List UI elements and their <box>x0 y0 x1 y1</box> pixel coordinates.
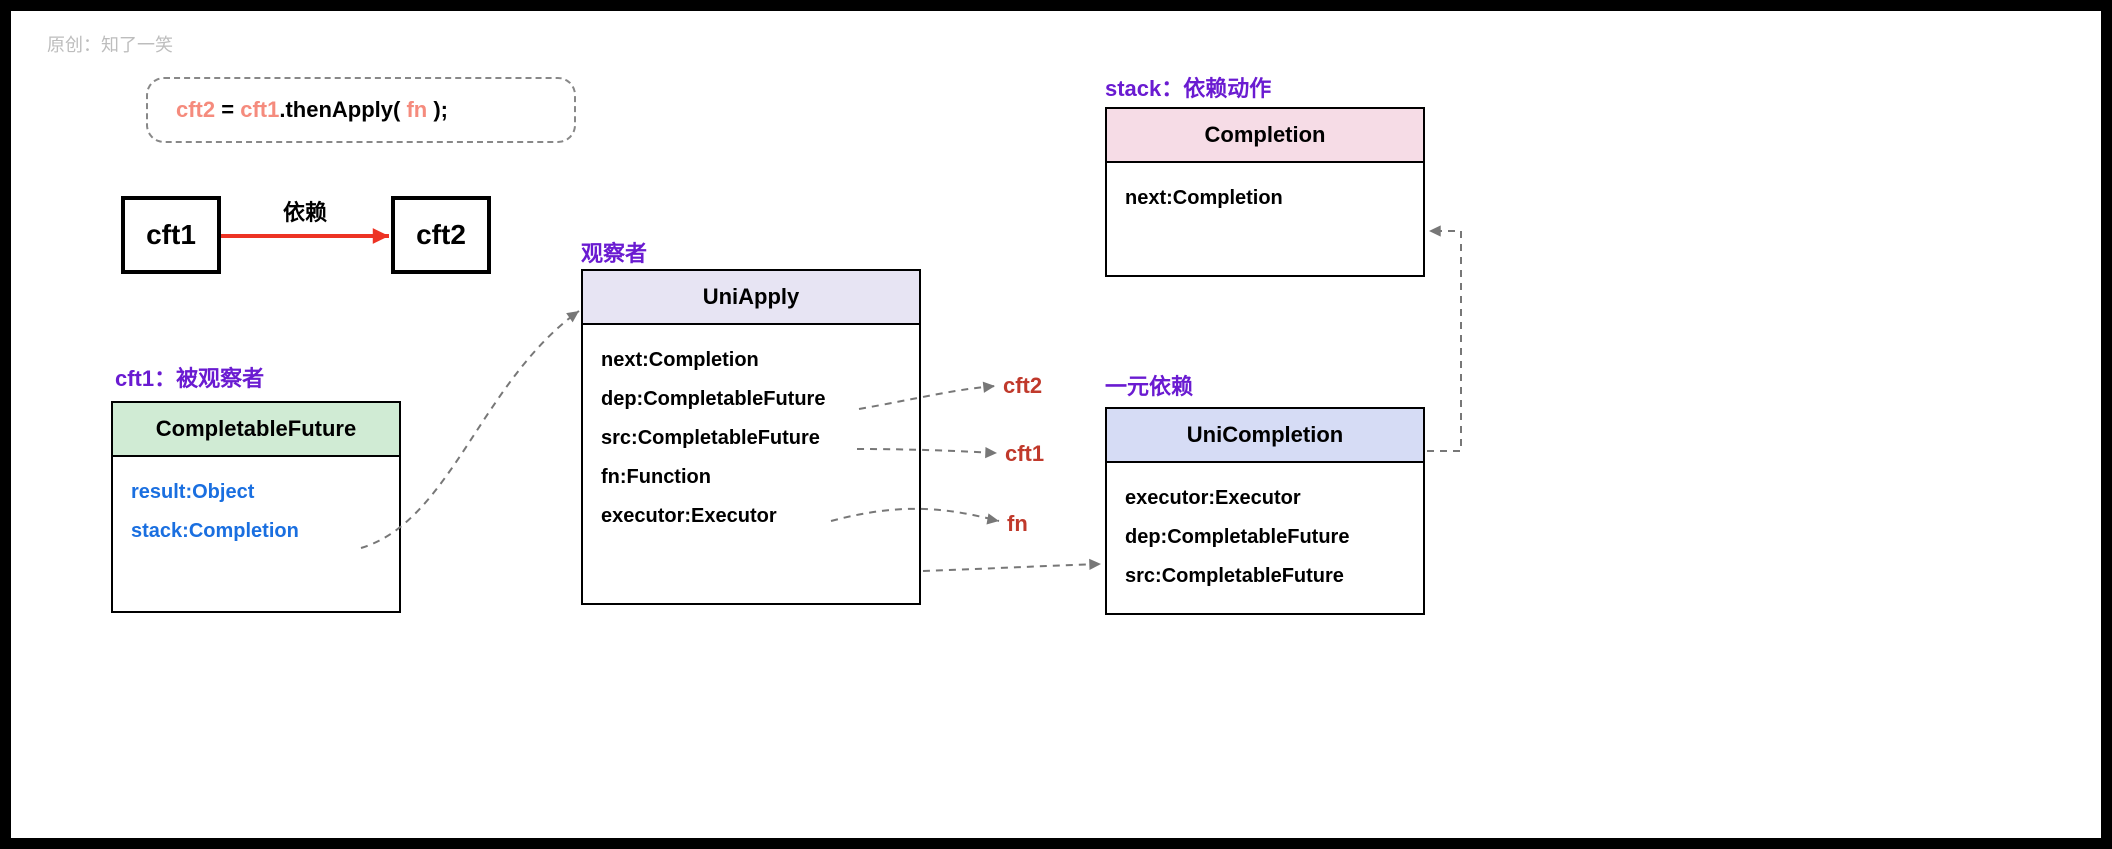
class-header: CompletableFuture <box>113 403 399 457</box>
class-body: result:Objectstack:Completion <box>113 457 399 567</box>
class-field: fn:Function <box>601 458 901 497</box>
class-field: next:Completion <box>601 341 901 380</box>
class-header: UniApply <box>583 271 919 325</box>
class-field: stack:Completion <box>131 512 381 551</box>
code-token: = <box>215 97 240 122</box>
class-field: result:Object <box>131 473 381 512</box>
class-field: dep:CompletableFuture <box>601 380 901 419</box>
class-body: next:Completiondep:CompletableFuturesrc:… <box>583 325 919 552</box>
dependency-arrow-label: 依赖 <box>283 195 327 227</box>
class-uni-completion: UniCompletionexecutor:Executordep:Comple… <box>1105 407 1425 615</box>
code-token: .thenApply( <box>279 97 406 122</box>
class-field: src:CompletableFuture <box>601 419 901 458</box>
class-field: executor:Executor <box>601 497 901 536</box>
class-body: next:Completion <box>1107 163 1423 234</box>
class-header: UniCompletion <box>1107 409 1423 463</box>
watermark-text: 原创：知了一笑 <box>47 31 173 57</box>
label-unary: 一元依赖 <box>1105 369 1193 401</box>
code-token: cft1 <box>240 97 279 122</box>
class-header: Completion <box>1107 109 1423 163</box>
class-completion: Completion next:Completion <box>1105 107 1425 277</box>
node-cft1: cft1 <box>121 196 221 274</box>
label-observer: 观察者 <box>581 236 647 268</box>
class-completable-future: CompletableFutureresult:Objectstack:Comp… <box>111 401 401 613</box>
code-token: fn <box>406 97 427 122</box>
class-body: executor:Executordep:CompletableFuturesr… <box>1107 463 1423 612</box>
label-observed: cft1：被观察者 <box>115 361 264 393</box>
class-field: next:Completion <box>1125 179 1405 218</box>
class-field: executor:Executor <box>1125 479 1405 518</box>
class-field: src:CompletableFuture <box>1125 557 1405 596</box>
code-snippet-box: cft2 = cft1.thenApply( fn ); <box>146 77 576 143</box>
class-field: dep:CompletableFuture <box>1125 518 1405 557</box>
code-token: ); <box>427 97 448 122</box>
pointer-fn: fn <box>1007 511 1028 537</box>
class-uni-apply: UniApplynext:Completiondep:CompletableFu… <box>581 269 921 605</box>
node-cft2: cft2 <box>391 196 491 274</box>
pointer-cft1: cft1 <box>1005 441 1044 467</box>
diagram-canvas: 原创：知了一笑 cft2 = cft1.thenApply( fn ); cft… <box>8 8 2104 841</box>
pointer-cft2: cft2 <box>1003 373 1042 399</box>
code-token: cft2 <box>176 97 215 122</box>
label-stack: stack：依赖动作 <box>1105 71 1271 103</box>
